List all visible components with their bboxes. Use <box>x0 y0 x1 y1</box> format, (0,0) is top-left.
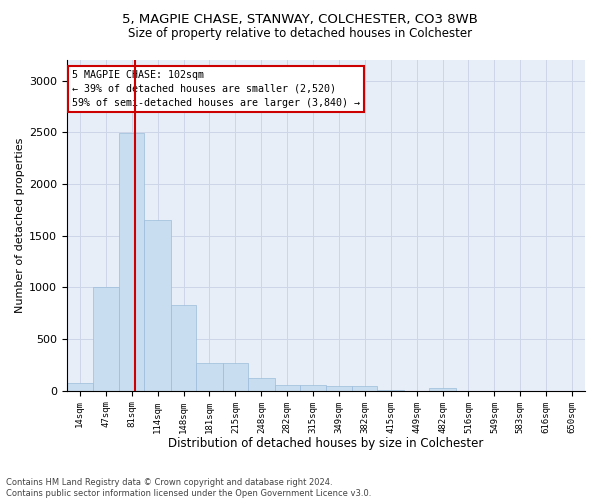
Bar <box>171 305 196 391</box>
Bar <box>92 288 119 391</box>
Bar <box>67 383 92 391</box>
Bar <box>275 385 300 391</box>
Bar <box>119 134 145 391</box>
Bar <box>377 390 404 391</box>
Bar <box>196 363 223 391</box>
Bar <box>248 378 275 391</box>
Bar <box>430 388 455 391</box>
Bar <box>223 364 248 391</box>
Text: 5 MAGPIE CHASE: 102sqm
← 39% of detached houses are smaller (2,520)
59% of semi-: 5 MAGPIE CHASE: 102sqm ← 39% of detached… <box>72 70 360 108</box>
Bar <box>300 385 326 391</box>
Y-axis label: Number of detached properties: Number of detached properties <box>15 138 25 313</box>
Text: Contains HM Land Registry data © Crown copyright and database right 2024.
Contai: Contains HM Land Registry data © Crown c… <box>6 478 371 498</box>
Text: 5, MAGPIE CHASE, STANWAY, COLCHESTER, CO3 8WB: 5, MAGPIE CHASE, STANWAY, COLCHESTER, CO… <box>122 12 478 26</box>
Bar <box>352 386 377 391</box>
X-axis label: Distribution of detached houses by size in Colchester: Distribution of detached houses by size … <box>169 437 484 450</box>
Text: Size of property relative to detached houses in Colchester: Size of property relative to detached ho… <box>128 28 472 40</box>
Bar <box>145 220 171 391</box>
Bar <box>326 386 352 391</box>
